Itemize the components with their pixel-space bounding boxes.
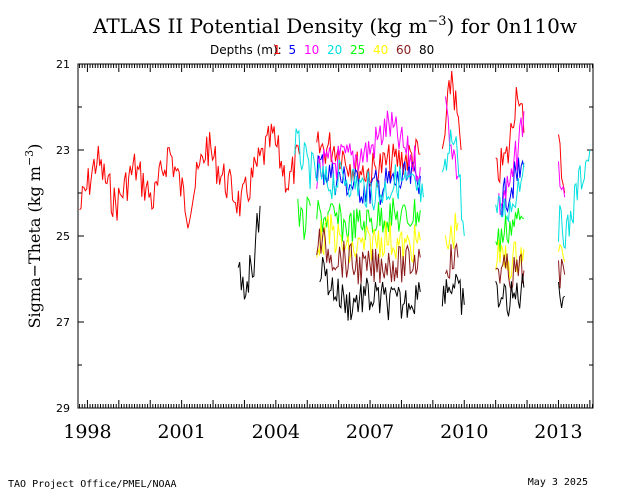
x-tick-label: 2013 [534,421,582,443]
legend-item-25: 25 [350,43,365,57]
y-tick-label: 27 [56,316,70,329]
series-line-1 [316,131,421,188]
y-tick-label: 23 [56,144,70,157]
series-line-10 [316,110,421,189]
series-line-80 [558,281,566,308]
x-tick-label: 2007 [346,421,394,443]
series-line-25 [297,195,311,240]
y-axis-label-main: Sigma−Theta (kg m [25,166,44,328]
legend-label: Depths (m): [210,43,282,57]
series-line-1 [441,70,462,151]
series-line-10 [444,96,459,180]
series-line-25 [316,197,421,245]
series-line-60 [495,252,525,293]
series-line-20 [294,128,424,211]
series-line-60 [558,258,566,289]
series-line-80 [495,273,525,317]
series-line-60 [316,227,421,285]
y-tick-label: 29 [56,402,70,415]
y-axis-label: Sigma−Theta (kg m−3) [23,144,44,329]
y-axis-label-superscript: −3 [23,150,36,166]
y-axis-label-end: ) [25,144,44,150]
x-tick-label: 2010 [440,421,488,443]
legend-item-1: 1 [273,43,281,57]
x-tick-label: 2001 [157,421,205,443]
series-line-20 [558,149,591,250]
y-tick-label: 25 [56,230,70,243]
x-tick-label: 2004 [252,421,300,443]
series-group [79,70,591,321]
legend-item-60: 60 [396,43,411,57]
chart-title: ATLAS II Potential Density (kg m−3) for … [92,14,577,38]
series-line-80 [441,273,465,315]
legend: Depths (m): 1 5 10 20 25 40 60 80 [210,43,434,57]
series-line-10 [558,161,566,198]
chart-title-main: ATLAS II Potential Density (kg m [92,14,427,38]
series-line-60 [444,242,459,280]
series-line-80 [237,205,261,300]
series-line-40 [558,243,566,262]
series-line-80 [319,256,421,321]
y-tick-label: 21 [56,58,70,71]
series-line-1 [79,123,300,229]
x-axis: 1998 2001 2004 2007 2010 2013 [63,64,593,443]
series-line-25 [495,207,525,252]
series-line-20 [495,162,525,223]
legend-item-80: 80 [419,43,434,57]
legend-item-40: 40 [373,43,388,57]
legend-item-10: 10 [304,43,319,57]
footer-credit: TAO Project Office/PMEL/NOAA [8,479,177,490]
chart-title-superscript: −3 [427,14,446,29]
series-line-10 [498,111,525,216]
y-axis: 21 23 25 27 29 [56,58,593,415]
footer-date: May 3 2025 [528,477,588,488]
legend-item-20: 20 [327,43,342,57]
series-line-40 [444,212,459,250]
series-line-1 [495,87,525,184]
series-line-20 [441,129,465,237]
chart-title-end: ) for 0n110w [447,14,577,38]
legend-item-5: 5 [289,43,297,57]
x-tick-label: 1998 [63,421,111,443]
plot-frame [77,63,594,409]
